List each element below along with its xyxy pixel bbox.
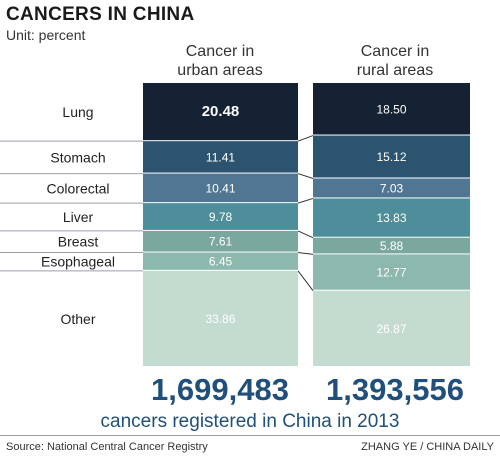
unit-label: Unit: percent	[6, 27, 86, 43]
category-label-liver: Liver	[63, 209, 94, 225]
stacked-bar-chart: 20.48 11.41 10.41 9.78 7.61 6.45 33.86 18.50 15.…	[0, 83, 470, 366]
source-note: Source: National Central Cancer Registry	[6, 441, 208, 453]
connector-line-esophageal	[297, 270, 314, 291]
bar-rural-lung	[313, 83, 470, 135]
category-label-esophageal: Esophageal	[41, 254, 115, 270]
rural-header-line2: rural areas	[356, 62, 434, 79]
value-label-urban-esophageal: 6.45	[209, 255, 233, 269]
footer-divider	[0, 435, 500, 436]
urban-total: 1,699,483	[151, 372, 289, 407]
connector-line-liver	[297, 230, 314, 239]
category-label-lung: Lung	[62, 104, 93, 120]
value-label-urban-liver: 9.78	[209, 210, 233, 224]
value-label-urban-colorectal: 10.41	[205, 181, 235, 195]
connector-line-colorectal	[297, 197, 314, 204]
value-label-rural-stomach: 15.12	[376, 150, 406, 164]
bar-rural-esophageal	[313, 254, 470, 290]
rural-total: 1,393,556	[326, 372, 464, 407]
bar-urban-breast	[143, 230, 298, 252]
bar-urban-lung	[143, 83, 298, 141]
category-label-colorectal: Colorectal	[46, 180, 109, 196]
rural-header-line1: Cancer in	[360, 43, 430, 60]
credit-note: ZHANG YE / CHINA DAILY	[361, 441, 494, 453]
connector-line-stomach	[297, 173, 314, 179]
totals-caption: cancers registered in China in 2013	[100, 411, 400, 432]
category-label-breast: Breast	[58, 234, 99, 250]
bar-urban-liver	[143, 203, 298, 230]
rural-column-header: Cancer in rural areas	[320, 42, 470, 80]
bar-rural-stomach	[313, 135, 470, 178]
value-label-rural-other: 26.87	[376, 322, 406, 336]
urban-header-line2: urban areas	[177, 62, 263, 79]
value-label-rural-colorectal: 7.03	[380, 181, 404, 195]
value-label-urban-lung: 20.48	[202, 103, 240, 120]
bar-rural-other	[313, 290, 470, 366]
category-label-other: Other	[60, 311, 95, 327]
bar-rural-liver	[313, 198, 470, 237]
urban-header-line1: Cancer in	[185, 43, 255, 60]
category-label-stomach: Stomach	[50, 149, 105, 165]
bar-urban-stomach	[143, 141, 298, 173]
value-label-urban-stomach: 11.41	[206, 150, 235, 164]
connector-line-lung	[297, 135, 314, 142]
value-label-urban-other: 33.86	[205, 312, 235, 326]
connector-line-breast	[297, 252, 314, 255]
value-label-rural-esophageal: 12.77	[376, 266, 406, 280]
page-title: CANCERS IN CHINA	[6, 4, 195, 25]
value-label-urban-breast: 7.61	[209, 235, 233, 249]
value-label-rural-lung: 18.50	[376, 102, 406, 116]
bar-urban-colorectal	[143, 173, 298, 203]
bar-urban-esophageal	[143, 252, 298, 270]
bar-urban-other	[143, 270, 298, 366]
bar-rural-breast	[313, 237, 470, 254]
urban-column-header: Cancer in urban areas	[145, 42, 295, 80]
value-label-rural-breast: 5.88	[380, 239, 404, 253]
bar-rural-colorectal	[313, 178, 470, 198]
value-label-rural-liver: 13.83	[376, 211, 406, 225]
